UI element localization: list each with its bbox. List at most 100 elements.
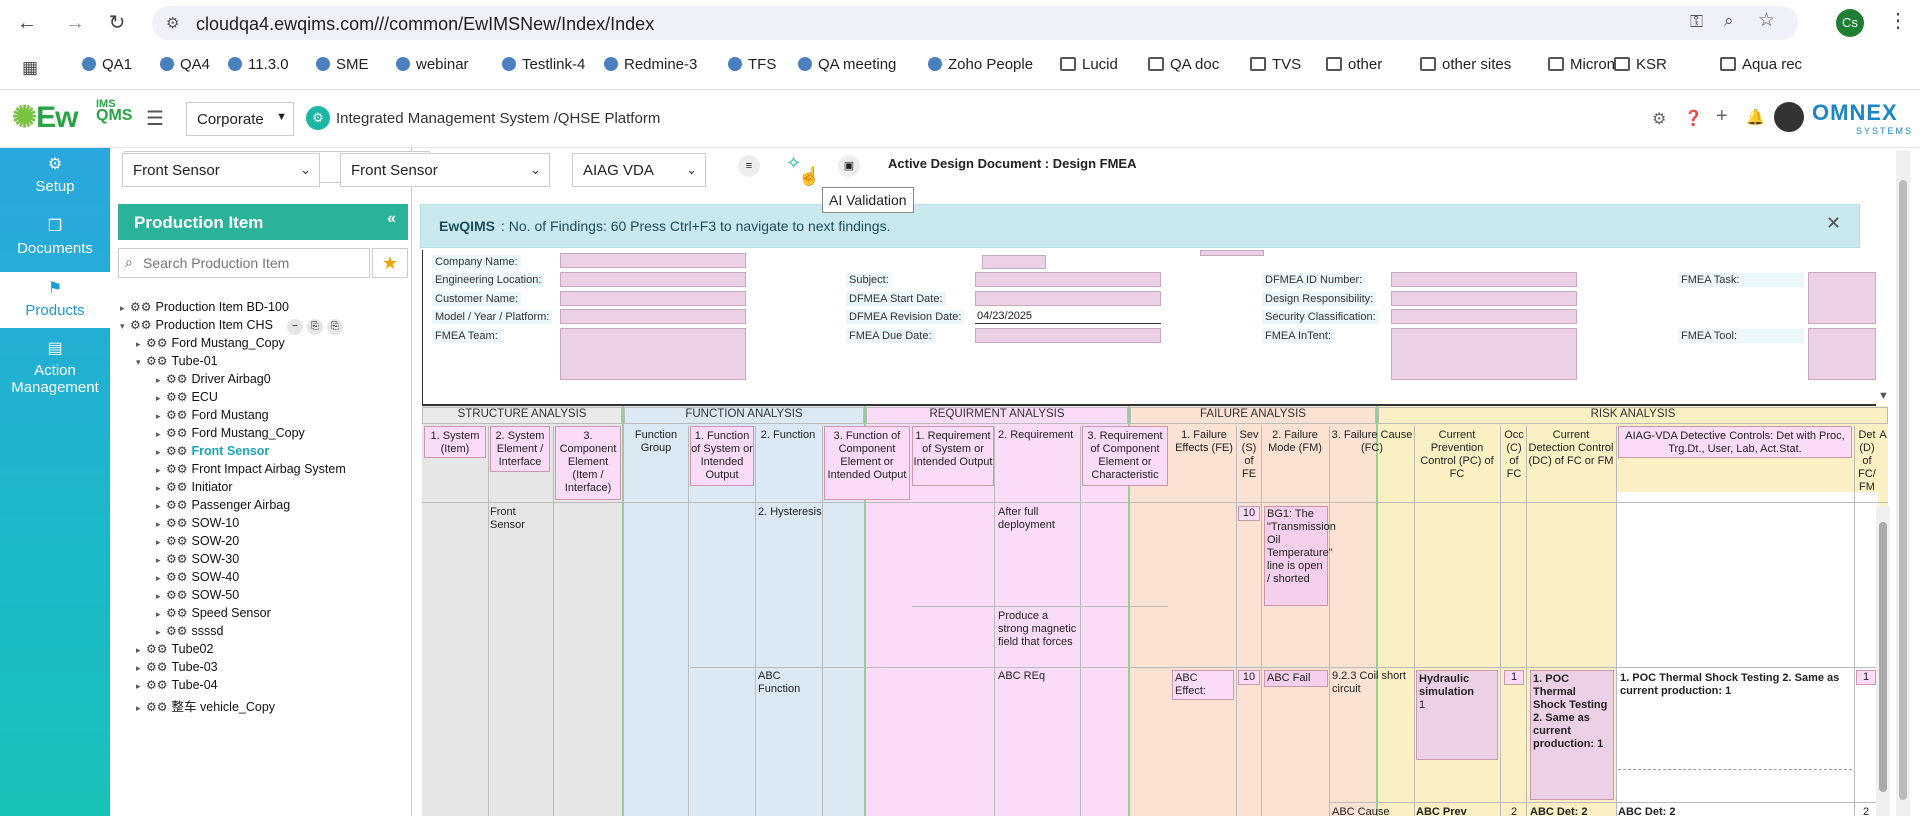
copy-node-button[interactable]: ⎘ — [306, 319, 323, 335]
grid-scrollbar-thumb[interactable] — [1879, 522, 1887, 792]
severity-cell-3[interactable]: 10 — [1238, 670, 1260, 685]
id-number-field[interactable] — [1391, 272, 1577, 287]
bookmark-7[interactable]: TFS — [728, 56, 776, 73]
detection-score-cell-3[interactable]: 1 — [1856, 670, 1876, 685]
failure-mode-cell-3[interactable]: ABC Fail — [1264, 670, 1328, 687]
bookmark-16[interactable]: KSR — [1614, 56, 1667, 73]
ai-validation-icon[interactable]: ✧ — [786, 153, 802, 173]
bookmark-11[interactable]: QA doc — [1148, 56, 1219, 73]
bookmark-4[interactable]: webinar — [396, 56, 469, 73]
aiag-cell-4[interactable]: ABC Det: 2 — [1618, 806, 1676, 816]
add-icon[interactable]: + — [1716, 105, 1728, 127]
bookmark-12[interactable]: TVS — [1250, 56, 1301, 73]
tree-item[interactable]: ▸ ⚙⚙ Ford Mustang_Copy — [156, 426, 305, 440]
tree-item[interactable]: ▾ ⚙⚙ Tube-01 — [136, 354, 218, 368]
paste-node-button[interactable]: ⎘ — [326, 319, 343, 335]
company-name-field[interactable] — [560, 253, 746, 268]
design-resp-field[interactable] — [1391, 291, 1577, 306]
back-icon[interactable]: ← — [17, 12, 37, 34]
tree-item[interactable]: ▸ ⚙⚙ Tube02 — [136, 642, 213, 656]
corporate-select[interactable]: Corporate ▼ — [186, 102, 294, 136]
detection-score-cell-4[interactable]: 2 — [1862, 806, 1870, 816]
nav-action-management[interactable]: ▤ Action Management — [0, 338, 110, 408]
model-year-field[interactable] — [560, 309, 746, 324]
function-cell-2[interactable]: ABC Function — [758, 670, 801, 695]
tree-item[interactable]: ▸ ⚙⚙ SOW-30 — [156, 552, 239, 566]
tree-item[interactable]: ▸ ⚙⚙ Driver Airbag0 — [156, 372, 271, 386]
prevention-cell-4[interactable]: ABC Prev — [1416, 806, 1467, 816]
requirement-cell-3[interactable]: ABC REq — [998, 670, 1046, 682]
start-date-field[interactable] — [975, 291, 1161, 306]
security-field[interactable] — [1391, 309, 1577, 324]
failure-mode-cell-1[interactable]: BG1: The "Transmission Oil Temperature" … — [1264, 506, 1336, 606]
expand-icon[interactable]: ▾ — [136, 357, 141, 367]
severity-cell-1[interactable]: 10 — [1238, 506, 1260, 521]
address-bar[interactable]: ⚙ cloudqa4.ewqims.com///common/EwIMSNew/… — [152, 6, 1798, 40]
header-field-top[interactable] — [982, 255, 1046, 269]
expand-icon[interactable]: ▸ — [156, 573, 161, 583]
expand-icon[interactable]: ▸ — [156, 393, 161, 403]
expand-icon[interactable]: ▸ — [136, 703, 141, 713]
nav-documents[interactable]: ❐ Documents — [0, 216, 110, 266]
bookmark-1[interactable]: QA4 — [160, 56, 210, 73]
bookmark-13[interactable]: other — [1326, 56, 1382, 73]
tree-item[interactable]: ▸ ⚙⚙ Ford Mustang — [156, 408, 269, 422]
standard-select[interactable]: AIAG VDA ⌄ — [572, 153, 706, 187]
expand-icon[interactable]: ▾ — [120, 321, 125, 331]
page-scrollbar[interactable] — [1896, 150, 1910, 816]
menu-dots-icon[interactable]: ⋮ — [1888, 10, 1908, 32]
revision-date-field[interactable]: 04/23/2025 — [975, 309, 1161, 324]
form-scroll-down-icon[interactable]: ▼ — [1878, 390, 1889, 402]
occurrence-cell-3[interactable]: 1 — [1504, 670, 1524, 685]
star-icon[interactable]: ☆ — [1758, 10, 1776, 31]
fmea-team-field[interactable] — [560, 328, 746, 380]
failure-effect-cell-3[interactable]: ABC Effect: — [1172, 670, 1234, 700]
close-icon[interactable]: ✕ — [1826, 213, 1842, 233]
prevention-cell-3[interactable]: Hydraulic simulation 1 — [1416, 670, 1498, 760]
tool-field[interactable] — [1808, 328, 1876, 380]
grid-scrollbar[interactable] — [1876, 506, 1890, 816]
collapse-node-button[interactable]: − — [286, 319, 303, 335]
reload-icon[interactable]: ↻ — [108, 12, 126, 34]
tree-item[interactable]: ▸ ⚙⚙ Ford Mustang_Copy — [136, 336, 285, 350]
header-field-top2[interactable] — [1200, 250, 1264, 256]
expand-icon[interactable]: ▸ — [136, 339, 141, 349]
bookmark-14[interactable]: other sites — [1420, 56, 1511, 73]
apps-grid-icon[interactable]: ▦ — [22, 58, 39, 77]
help-icon[interactable]: ❓ — [1684, 110, 1703, 127]
nav-setup[interactable]: ⚙ Setup — [0, 154, 110, 204]
expand-icon[interactable]: ▸ — [156, 483, 161, 493]
tree-item[interactable]: ▸ ⚙⚙ Speed Sensor — [156, 606, 271, 620]
bookmark-17[interactable]: Aqua rec — [1720, 56, 1802, 73]
subject-field[interactable] — [975, 272, 1161, 287]
aiag-cell-3[interactable]: 1. POC Thermal Shock Testing 2. Same as … — [1618, 670, 1852, 770]
bookmark-3[interactable]: SME — [316, 56, 369, 73]
expand-icon[interactable]: ▸ — [156, 411, 161, 421]
bell-icon[interactable]: 🔔 — [1746, 109, 1765, 126]
tree-item[interactable]: ▸ ⚙⚙ Production Item BD-100 — [120, 300, 289, 314]
zoom-icon[interactable]: ⌕ — [1724, 11, 1734, 30]
requirement-cell-2[interactable]: Produce a strong magnetic field that for… — [998, 610, 1077, 648]
url-text[interactable]: cloudqa4.ewqims.com///common/EwIMSNew/In… — [196, 14, 655, 34]
bookmark-6[interactable]: Redmine-3 — [604, 56, 697, 73]
customer-name-field[interactable] — [560, 291, 746, 306]
tree-item[interactable]: ▸ ⚙⚙ ssssd — [156, 624, 223, 638]
tree-item[interactable]: ▸ ⚙⚙ Initiator — [156, 480, 233, 494]
expand-icon[interactable]: ▸ — [136, 663, 141, 673]
tree-item[interactable]: ▸ ⚙⚙ SOW-10 — [156, 516, 239, 530]
forward-icon[interactable]: → — [65, 12, 85, 34]
item-select-2[interactable]: Front Sensor ⌄ — [340, 153, 550, 187]
tree-item[interactable]: ▾ ⚙⚙ Production Item CHS − ⎘ ⎘ — [120, 318, 343, 335]
expand-icon[interactable]: ▸ — [156, 447, 161, 457]
favorite-star-icon[interactable]: ★ — [372, 248, 408, 278]
function-cell-1[interactable]: 2. Hysteresis — [758, 506, 822, 518]
expand-icon[interactable]: ▸ — [156, 609, 161, 619]
expand-icon[interactable]: ▸ — [136, 645, 141, 655]
search-input[interactable] — [143, 252, 363, 274]
expand-icon[interactable]: ▸ — [156, 537, 161, 547]
expand-icon[interactable]: ▸ — [120, 303, 125, 313]
user-avatar[interactable] — [1774, 102, 1804, 132]
tree-item[interactable]: ▸ ⚙⚙ Tube-04 — [136, 678, 218, 692]
collapse-icon[interactable]: « — [387, 210, 396, 227]
tree-item[interactable]: ▸ ⚙⚙ SOW-40 — [156, 570, 239, 584]
